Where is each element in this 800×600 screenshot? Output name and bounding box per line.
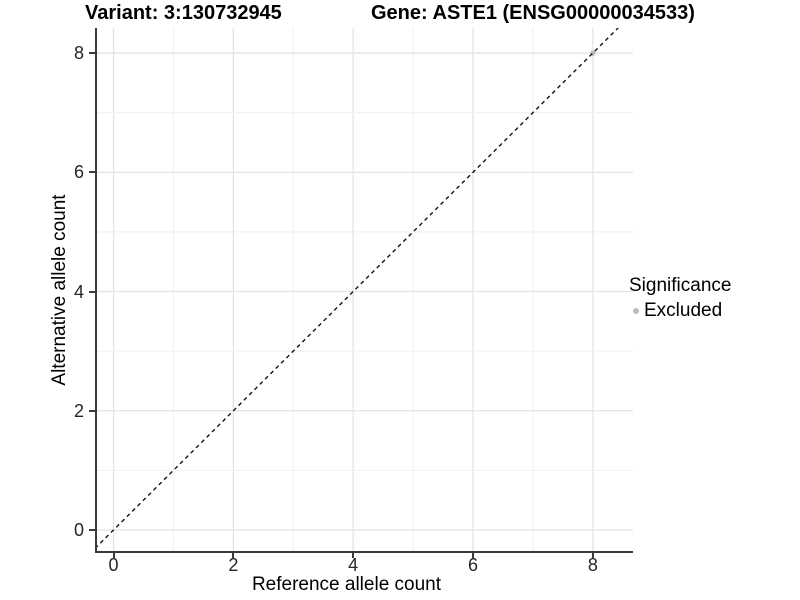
x-tick-mark bbox=[352, 553, 355, 558]
y-tick-label: 2 bbox=[73, 400, 84, 421]
x-tick-label: 2 bbox=[228, 555, 239, 575]
y-tick-mark bbox=[89, 52, 95, 55]
legend-item-label: Excluded bbox=[644, 300, 723, 321]
legend: Significance Excluded bbox=[629, 275, 731, 322]
y-tick-mark bbox=[89, 528, 95, 531]
y-tick-mark bbox=[89, 171, 95, 174]
legend-point-icon bbox=[633, 308, 639, 314]
y-tick-mark bbox=[89, 290, 95, 293]
x-tick-label: 6 bbox=[468, 555, 479, 575]
y-tick-label: 0 bbox=[73, 519, 84, 540]
y-tick-mark bbox=[89, 409, 95, 412]
y-tick-label: 8 bbox=[73, 43, 84, 64]
variant-title: Variant: 3:130732945 bbox=[85, 2, 282, 24]
legend-title: Significance bbox=[629, 275, 732, 296]
x-tick-mark bbox=[232, 553, 235, 558]
diagonal-reference-line bbox=[95, 28, 620, 549]
y-axis-title: Alternative allele count bbox=[49, 194, 70, 386]
x-axis-title: Reference allele count bbox=[251, 574, 442, 595]
x-tick-mark bbox=[472, 553, 475, 558]
plot-panel bbox=[95, 28, 633, 553]
x-tick-label: 8 bbox=[587, 555, 598, 575]
x-tick-mark bbox=[112, 553, 115, 558]
x-tick-label: 0 bbox=[108, 555, 119, 575]
y-tick-label: 4 bbox=[73, 281, 84, 302]
x-tick-mark bbox=[591, 553, 594, 558]
x-tick-label: 4 bbox=[348, 555, 359, 575]
legend-item-excluded: Excluded bbox=[629, 300, 731, 322]
y-tick-label: 6 bbox=[73, 162, 84, 183]
gene-title: Gene: ASTE1 (ENSG00000034533) bbox=[371, 2, 695, 24]
